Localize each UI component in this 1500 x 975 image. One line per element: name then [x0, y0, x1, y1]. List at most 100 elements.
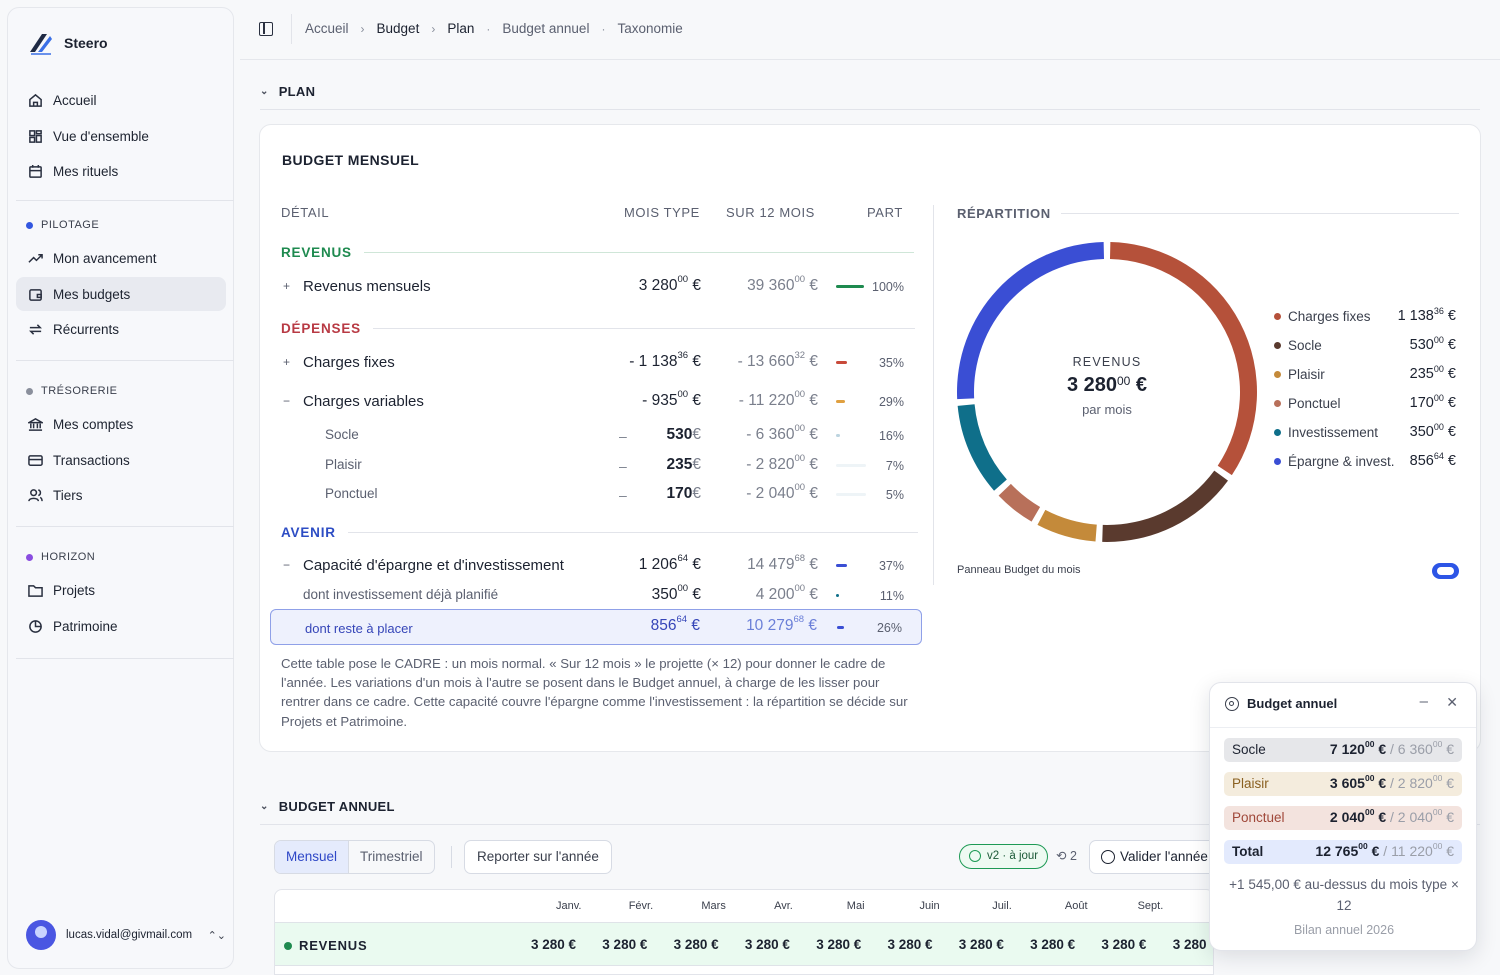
row-revenus-mensuels[interactable]: + Revenus mensuels 3 28000 € 39 36000 € …: [281, 274, 911, 300]
nav-vue-ensemble[interactable]: Vue d'ensemble: [16, 119, 226, 153]
section-dot: [26, 553, 33, 561]
legend-item: Charges fixes 1 13836 €: [1274, 306, 1456, 329]
repartition-header: RÉPARTITION: [957, 206, 1459, 221]
collapse-icon[interactable]: −: [283, 558, 291, 572]
history-icon: ⟲: [1056, 849, 1067, 863]
floating-title: Budget annuel: [1247, 696, 1338, 711]
divider: [1060, 213, 1459, 214]
nav-accueil[interactable]: Accueil: [16, 83, 226, 117]
month-header: Août: [1064, 900, 1088, 912]
row-label: Ponctuel: [1232, 810, 1285, 825]
row-charges-variables[interactable]: − Charges variables - 93500 € - 11 22000…: [281, 389, 911, 415]
nav-transactions[interactable]: Transactions: [16, 443, 226, 477]
explanation-text: Cette table pose le CADRE : un mois norm…: [281, 656, 908, 729]
mois-type-value: 530€: [666, 426, 702, 443]
nav-mes-rituels[interactable]: Mes rituels: [16, 154, 226, 188]
row-ponctuel[interactable]: Ponctuel – 170€ - 2 04000 € 5%: [281, 482, 911, 508]
section-title: TRÉSORERIE: [41, 385, 118, 397]
budget-annuel-section-toggle[interactable]: ⌄ BUDGET ANNUEL: [260, 799, 395, 814]
legend-item: Plaisir 23500 €: [1274, 364, 1456, 387]
row-socle[interactable]: Socle – 530€ - 6 36000 € 16%: [281, 423, 911, 449]
row-investissement-planifie[interactable]: dont investissement déjà planifié 35000 …: [281, 583, 911, 609]
nav-tiers[interactable]: Tiers: [16, 478, 226, 512]
user-email: lucas.vidal@givmail.com: [66, 929, 193, 941]
table-row-revenus[interactable]: REVENUS 3 280 € 3 280 € 3 280 € 3 280 € 3 28…: [275, 922, 1213, 966]
nav-recurrents[interactable]: Récurrents: [16, 312, 226, 346]
month-value: 3 280: [1172, 937, 1207, 952]
chevron-updown-icon: ⌃⌄: [207, 929, 226, 942]
version-status-chip[interactable]: v2 · à jour: [959, 844, 1049, 869]
row-label: dont investissement déjà planifié: [303, 587, 499, 602]
divider: [260, 824, 1480, 825]
tab-trimestriel[interactable]: Trimestriel: [360, 849, 423, 864]
expand-icon[interactable]: +: [283, 279, 291, 293]
expand-icon[interactable]: +: [283, 355, 291, 369]
validate-year-button[interactable]: Valider l'année: [1089, 840, 1229, 874]
month-header: Juil.: [992, 900, 1012, 912]
month-header: Sept.: [1137, 900, 1164, 912]
plan-section-toggle[interactable]: ⌄ PLAN: [260, 84, 315, 99]
crumb-taxonomie[interactable]: Taxonomie: [617, 21, 683, 36]
section-tresorerie: TRÉSORERIE: [26, 385, 118, 397]
users-icon: [28, 488, 43, 501]
part-bar: [836, 361, 847, 364]
dash: –: [619, 428, 627, 444]
nav-patrimoine[interactable]: Patrimoine: [16, 609, 226, 643]
nav-mes-comptes[interactable]: Mes comptes: [16, 407, 226, 441]
row-label: Charges variables: [303, 393, 424, 410]
panel-budget-toggle[interactable]: [1432, 563, 1459, 579]
row-plaisir[interactable]: Plaisir – 235€ - 2 82000 € 7%: [281, 453, 911, 479]
part-value: 100%: [872, 280, 904, 294]
crumb-plan[interactable]: Plan: [447, 21, 475, 36]
user-menu[interactable]: lucas.vidal@givmail.com ⌃⌄: [26, 920, 226, 950]
close-icon[interactable]: ✕: [1446, 694, 1458, 710]
nav-label: Vue d'ensemble: [53, 128, 149, 144]
report-year-button[interactable]: Reporter sur l'année: [464, 840, 612, 874]
annual-summary-row: Ponctuel 2 04000 € / 2 04000 €: [1224, 806, 1462, 830]
divider: [16, 526, 234, 527]
part-bar: [836, 434, 840, 437]
month-value: 3 280 €: [816, 937, 862, 952]
crumb-accueil[interactable]: Accueil: [305, 21, 349, 36]
row-reste-a-placer[interactable]: dont reste à placer 85664 € 10 27968 € 2…: [270, 609, 922, 645]
minimize-icon[interactable]: –: [1419, 693, 1428, 710]
legend-value: 85664 €: [1409, 451, 1456, 469]
divider: [372, 328, 915, 329]
row-charges-fixes[interactable]: + Charges fixes - 1 13836 € - 13 66032 €…: [281, 350, 911, 376]
nav-label: Mes rituels: [53, 163, 119, 179]
row-label: Plaisir: [1232, 776, 1269, 791]
collapse-icon[interactable]: −: [283, 394, 291, 408]
sidebar-toggle-icon[interactable]: [259, 22, 273, 36]
nav-label: Transactions: [53, 452, 130, 468]
mois-type-value: 3 28000 €: [638, 274, 701, 294]
row-capacite-epargne[interactable]: − Capacité d'épargne et d'investissement…: [281, 553, 911, 579]
brand[interactable]: Steero: [28, 30, 108, 56]
nav-mon-avancement[interactable]: Mon avancement: [16, 241, 226, 275]
chevron-right-icon: ›: [360, 21, 365, 36]
crumb-budget[interactable]: Budget: [376, 21, 420, 36]
legend-value: 53000 €: [1409, 335, 1456, 353]
row-label: Total: [1232, 844, 1264, 859]
mois-type-value: 1 20664 €: [638, 553, 701, 573]
crumb-budget-annuel[interactable]: Budget annuel: [502, 21, 590, 36]
sur12-value: - 2 82000 €: [746, 453, 818, 473]
month-value: 3 280 €: [744, 937, 790, 952]
sur12-value: - 11 22000 €: [738, 389, 818, 409]
history-button[interactable]: ⟲ 2: [1056, 848, 1077, 863]
card-icon: [28, 454, 43, 466]
wallet-icon: [29, 288, 42, 301]
nav-projets[interactable]: Projets: [16, 573, 226, 607]
group-title: AVENIR: [281, 525, 336, 540]
mois-type-value: 170€: [666, 485, 702, 502]
divider: [933, 205, 934, 585]
divider: [347, 532, 918, 533]
section-dot: [26, 387, 33, 395]
folder-icon: [28, 584, 43, 597]
month-value: 3 280 €: [887, 937, 933, 952]
row-value: 2 04000 € / 2 04000 €: [1329, 807, 1454, 825]
row-label: Socle: [1232, 742, 1266, 757]
nav-mes-budgets[interactable]: Mes budgets: [16, 277, 226, 311]
tab-mensuel[interactable]: Mensuel: [275, 841, 350, 873]
col-detail: DÉTAIL: [281, 205, 330, 220]
legend-swatch: [1274, 371, 1281, 378]
